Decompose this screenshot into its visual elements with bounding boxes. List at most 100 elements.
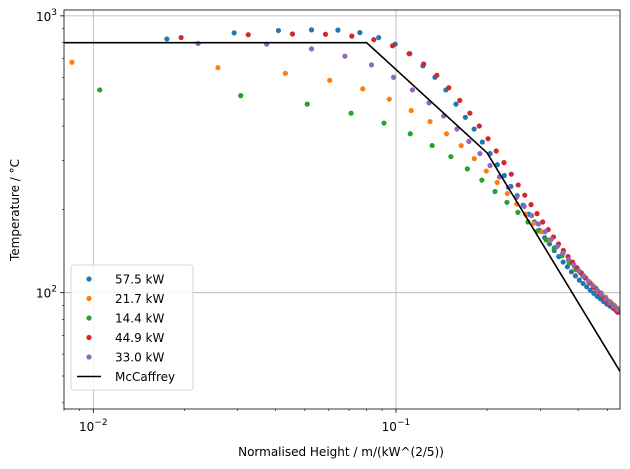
data-point-21-7-kw — [327, 77, 333, 83]
data-point-57-5-kw — [572, 273, 579, 279]
data-point-33-0-kw — [581, 273, 587, 279]
legend-entry-label: 44.9 kW — [115, 331, 164, 345]
data-point-33-0-kw — [614, 306, 620, 313]
data-point-14-4-kw — [348, 110, 354, 116]
data-point-21-7-kw — [494, 179, 500, 186]
data-point-57-5-kw — [560, 259, 566, 265]
series-line-mccaffrey — [64, 41, 620, 372]
axes: 10−2 10−1 102 103 — [36, 8, 608, 434]
data-point-33-0-kw — [585, 278, 592, 284]
data-point-14-4-kw — [381, 120, 387, 126]
legend-dot-marker — [86, 334, 92, 341]
data-point-21-7-kw — [458, 142, 464, 149]
data-point-33-0-kw — [610, 303, 617, 309]
data-point-44-9-kw — [467, 110, 473, 116]
data-point-33-0-kw — [565, 256, 572, 262]
data-point-33-0-kw — [487, 162, 493, 169]
data-point-44-9-kw — [508, 171, 514, 177]
data-point-33-0-kw — [477, 151, 483, 157]
data-point-44-9-kw — [501, 160, 507, 166]
data-point-57-5-kw — [335, 27, 341, 33]
data-point-44-9-kw — [289, 31, 296, 37]
data-point-33-0-kw — [308, 46, 315, 52]
data-point-44-9-kw — [349, 33, 355, 39]
data-point-14-4-kw — [479, 177, 485, 183]
data-point-44-9-kw — [390, 43, 396, 49]
data-point-57-5-kw — [587, 287, 593, 293]
data-point-21-7-kw — [531, 220, 537, 226]
legend-entry-label: McCaffrey — [115, 370, 175, 384]
data-point-21-7-kw — [427, 118, 433, 125]
y-tick-label: 103 — [36, 8, 57, 24]
data-point-14-4-kw — [97, 87, 103, 93]
data-point-21-7-kw — [282, 70, 288, 76]
data-point-14-4-kw — [304, 101, 310, 107]
data-point-44-9-kw — [515, 182, 521, 188]
data-point-14-4-kw — [515, 209, 521, 215]
data-point-33-0-kw — [535, 221, 542, 227]
data-point-44-9-kw — [245, 32, 251, 38]
data-point-33-0-kw — [599, 291, 605, 298]
legend-entry-label: 14.4 kW — [115, 312, 164, 326]
data-point-33-0-kw — [521, 203, 527, 209]
legend-entry-label: 21.7 kW — [115, 292, 164, 306]
data-point-57-5-kw — [568, 269, 575, 275]
data-point-21-7-kw — [504, 190, 510, 197]
data-point-21-7-kw — [69, 59, 75, 65]
data-point-14-4-kw — [238, 93, 244, 99]
data-point-14-4-kw — [448, 154, 454, 160]
data-point-57-5-kw — [501, 172, 507, 179]
data-point-33-0-kw — [571, 262, 577, 268]
data-point-57-5-kw — [479, 139, 485, 145]
data-point-14-4-kw — [407, 131, 413, 137]
data-point-33-0-kw — [466, 138, 472, 144]
data-point-57-5-kw — [376, 34, 382, 41]
legend: 57.5 kW 21.7 kW 14.4 kW 44.9 kW 33.0 kW McCaf… — [70, 264, 194, 391]
data-point-21-7-kw — [360, 86, 366, 92]
plot-area — [64, 27, 620, 372]
data-point-14-4-kw — [429, 142, 435, 149]
x-tick-label: 10−2 — [79, 418, 108, 434]
data-point-57-5-kw — [471, 126, 477, 132]
data-point-33-0-kw — [554, 243, 560, 249]
data-point-44-9-kw — [493, 148, 499, 154]
legend-dot-marker — [86, 276, 92, 282]
data-point-57-5-kw — [357, 30, 363, 36]
data-point-33-0-kw — [607, 300, 613, 306]
data-point-44-9-kw — [446, 85, 452, 91]
data-point-21-7-kw — [471, 156, 477, 162]
data-point-33-0-kw — [454, 126, 460, 132]
data-point-33-0-kw — [548, 236, 554, 242]
data-point-21-7-kw — [538, 229, 545, 235]
data-point-21-7-kw — [215, 65, 221, 71]
data-point-44-9-kw — [528, 202, 534, 208]
data-point-44-9-kw — [540, 219, 546, 225]
data-point-33-0-kw — [528, 212, 535, 219]
data-point-44-9-kw — [421, 61, 427, 67]
data-point-33-0-kw — [368, 62, 375, 68]
data-point-57-5-kw — [164, 36, 170, 42]
data-point-33-0-kw — [542, 229, 548, 235]
legend-dot-marker — [86, 315, 92, 321]
legend-dot-marker — [86, 295, 92, 302]
data-point-33-0-kw — [409, 87, 416, 93]
data-point-44-9-kw — [434, 72, 440, 78]
data-point-33-0-kw — [560, 250, 566, 256]
data-point-33-0-kw — [342, 53, 348, 59]
y-axis-label: Temperature / °C — [8, 159, 22, 262]
legend-dot-marker — [86, 354, 92, 360]
data-point-21-7-kw — [408, 107, 414, 114]
data-point-44-9-kw — [534, 211, 540, 217]
data-point-14-4-kw — [543, 237, 549, 243]
data-point-14-4-kw — [504, 199, 510, 205]
data-point-44-9-kw — [476, 123, 482, 129]
data-point-57-5-kw — [584, 284, 590, 290]
data-point-44-9-kw — [178, 34, 184, 41]
data-point-21-7-kw — [483, 168, 489, 174]
data-point-57-5-kw — [546, 241, 553, 247]
data-point-33-0-kw — [594, 287, 600, 293]
x-axis-label: Normalised Height / m/(kW^(2/5)) — [238, 445, 444, 459]
data-point-33-0-kw — [590, 283, 596, 289]
